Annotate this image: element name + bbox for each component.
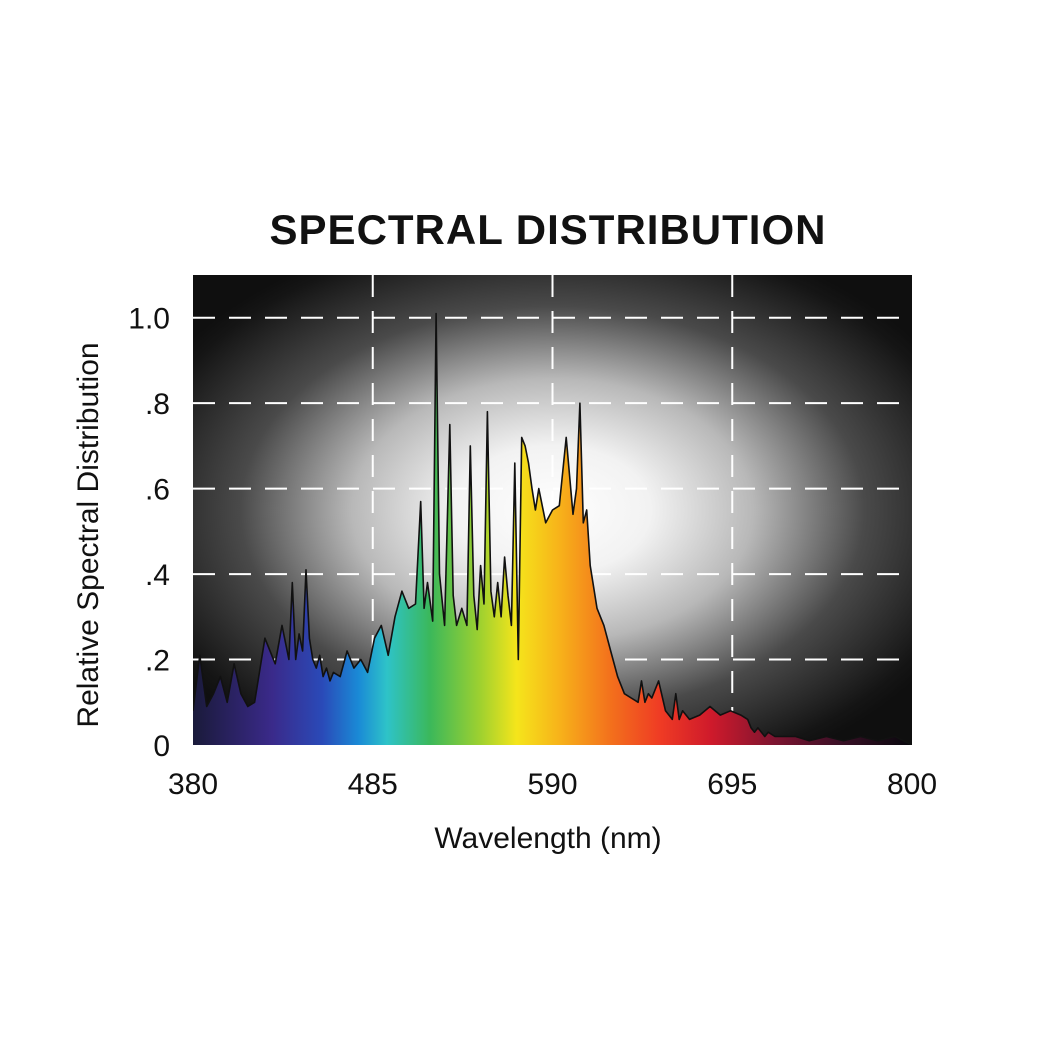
x-tick-label: 485: [348, 768, 398, 801]
spectrum-area: [193, 313, 912, 745]
y-tick-label: .2: [145, 645, 170, 678]
y-tick-label: 1.0: [128, 303, 170, 336]
x-tick-label: 695: [707, 768, 757, 801]
y-tick-label: 0: [153, 730, 170, 763]
chart-title: SPECTRAL DISTRIBUTION: [270, 206, 827, 253]
y-tick-label: .6: [145, 474, 170, 507]
y-tick-label: .8: [145, 388, 170, 421]
x-axis-ticks: 380 485 590 695 800: [168, 768, 937, 801]
y-axis-label: Relative Spectral Distribution: [72, 342, 105, 727]
y-axis-ticks: 0 .2 .4 .6 .8 1.0: [128, 303, 170, 763]
y-tick-label: .4: [145, 559, 170, 592]
x-tick-label: 800: [887, 768, 937, 801]
x-axis-label: Wavelength (nm): [434, 822, 661, 855]
x-tick-label: 590: [527, 768, 577, 801]
x-tick-label: 380: [168, 768, 218, 801]
spectrum-line: [193, 312, 912, 745]
